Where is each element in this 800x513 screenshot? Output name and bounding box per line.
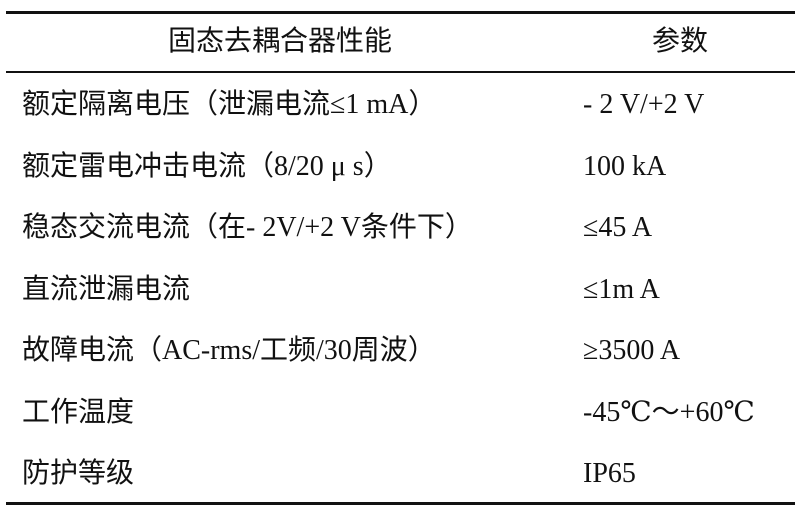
table-bottom-rule	[6, 502, 795, 505]
parameter-cell: ≤45 A	[583, 212, 653, 243]
table-row: 额定隔离电压（泄漏电流≤1 mA） - 2 V/+2 V	[0, 74, 800, 135]
header-rule	[6, 71, 795, 73]
performance-cell: 防护等级	[22, 458, 135, 489]
header-performance: 固态去耦合器性能	[167, 26, 392, 57]
table-row: 额定雷电冲击电流（8/20 μ s） 100 kA	[0, 136, 800, 197]
table-row: 直流泄漏电流 ≤1m A	[0, 259, 800, 320]
table-top-rule	[6, 11, 795, 14]
parameter-cell: ≥3500 A	[583, 335, 681, 366]
parameter-cell: 100 kA	[583, 150, 667, 182]
parameter-cell: - 2 V/+2 V	[583, 89, 705, 120]
parameter-cell: ≤1m A	[583, 273, 660, 305]
performance-cell: 额定雷电冲击电流（8/20 μ s）	[22, 150, 392, 182]
performance-cell: 额定隔离电压（泄漏电流≤1 mA）	[22, 89, 437, 120]
performance-cell: 稳态交流电流（在- 2V/+2 V条件下）	[22, 212, 473, 243]
parameter-cell: -45℃～+60℃	[583, 396, 755, 428]
table-row: 稳态交流电流（在- 2V/+2 V条件下） ≤45 A	[0, 197, 800, 258]
performance-cell: 故障电流（AC-rms/工频/30周波）	[22, 335, 436, 366]
performance-cell: 工作温度	[22, 396, 135, 428]
header-parameter: 参数	[651, 26, 708, 57]
table-row: 防护等级 IP65	[0, 443, 800, 504]
parameter-cell: IP65	[583, 458, 636, 489]
performance-cell: 直流泄漏电流	[22, 273, 191, 305]
table-row: 工作温度 -45℃～+60℃	[0, 382, 800, 443]
table-row: 故障电流（AC-rms/工频/30周波） ≥3500 A	[0, 320, 800, 381]
